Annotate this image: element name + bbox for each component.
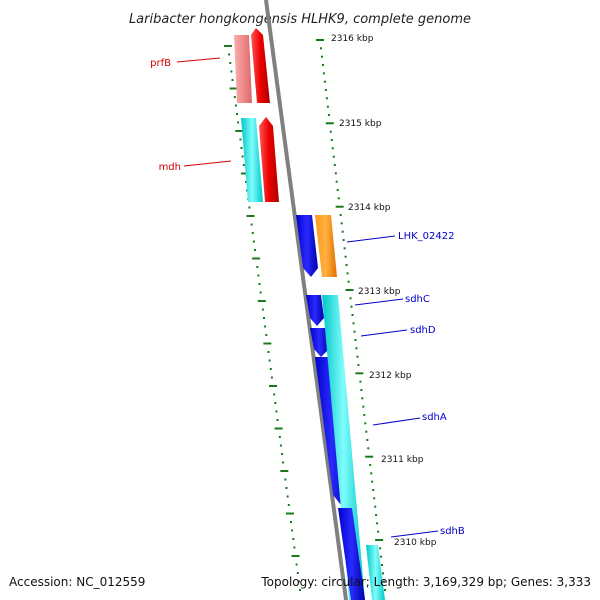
tick-track-inner	[224, 45, 301, 591]
reverse-strand-genes	[234, 28, 279, 202]
gene-sdhD[interactable]	[310, 328, 329, 357]
tick-track-outer	[316, 39, 386, 591]
gene-label-sdhA[interactable]: sdhA	[422, 412, 447, 423]
gene-label-prfB[interactable]: prfB	[150, 58, 171, 69]
scale-label: 2313 kbp	[358, 287, 401, 297]
leader-mdh	[183, 160, 232, 167]
gene-labels: prfB mdh LHK_02422 sdhC sdhD sdhA sdhB	[150, 58, 465, 537]
gene-LHK_02422[interactable]	[315, 215, 337, 277]
leader-sdhC	[354, 298, 404, 306]
gene-LHK_02422-track[interactable]	[296, 215, 318, 277]
accession-text: Accession: NC_012559	[9, 575, 145, 589]
gene-label-sdhC[interactable]: sdhC	[405, 294, 430, 305]
gene-sdhB-track[interactable]	[366, 545, 385, 600]
leader-sdhA	[372, 417, 421, 426]
scale-label: 2311 kbp	[381, 455, 424, 465]
gene-prfB-part1[interactable]	[251, 28, 270, 103]
gene-label-sdhD[interactable]: sdhD	[410, 325, 436, 336]
leader-sdhB	[390, 530, 439, 538]
gene-label-mdh[interactable]: mdh	[159, 162, 181, 173]
label-leaders	[176, 57, 439, 538]
gene-sdhB[interactable]	[338, 508, 365, 600]
map-title: Laribacter hongkongensis HLHK9, complete…	[129, 12, 471, 27]
leader-sdhD	[360, 329, 408, 337]
leader-LHK_02422	[346, 235, 396, 243]
scale-label: 2310 kbp	[394, 538, 437, 548]
gene-mdh-track[interactable]	[241, 118, 263, 202]
leader-prfB	[176, 57, 221, 63]
gene-label-sdhB[interactable]: sdhB	[440, 526, 465, 537]
gene-sdh-operon-track[interactable]	[322, 295, 365, 600]
gene-label-LHK_02422[interactable]: LHK_02422	[398, 231, 454, 242]
gene-sdhC[interactable]	[306, 295, 324, 326]
scale-label: 2316 kbp	[331, 34, 374, 44]
genome-summary-text: Topology: circular; Length: 3,169,329 bp…	[260, 575, 591, 589]
scale-label: 2314 kbp	[348, 203, 391, 213]
gene-prfB-part2[interactable]	[234, 35, 252, 103]
genome-backbone	[264, 0, 348, 600]
scale-label: 2315 kbp	[339, 119, 382, 129]
gene-mdh[interactable]	[259, 117, 279, 202]
forward-strand-genes	[296, 215, 385, 600]
scale-label: 2312 kbp	[369, 371, 412, 381]
scale-labels: 2316 kbp 2315 kbp 2314 kbp 2313 kbp 2312…	[331, 34, 437, 548]
